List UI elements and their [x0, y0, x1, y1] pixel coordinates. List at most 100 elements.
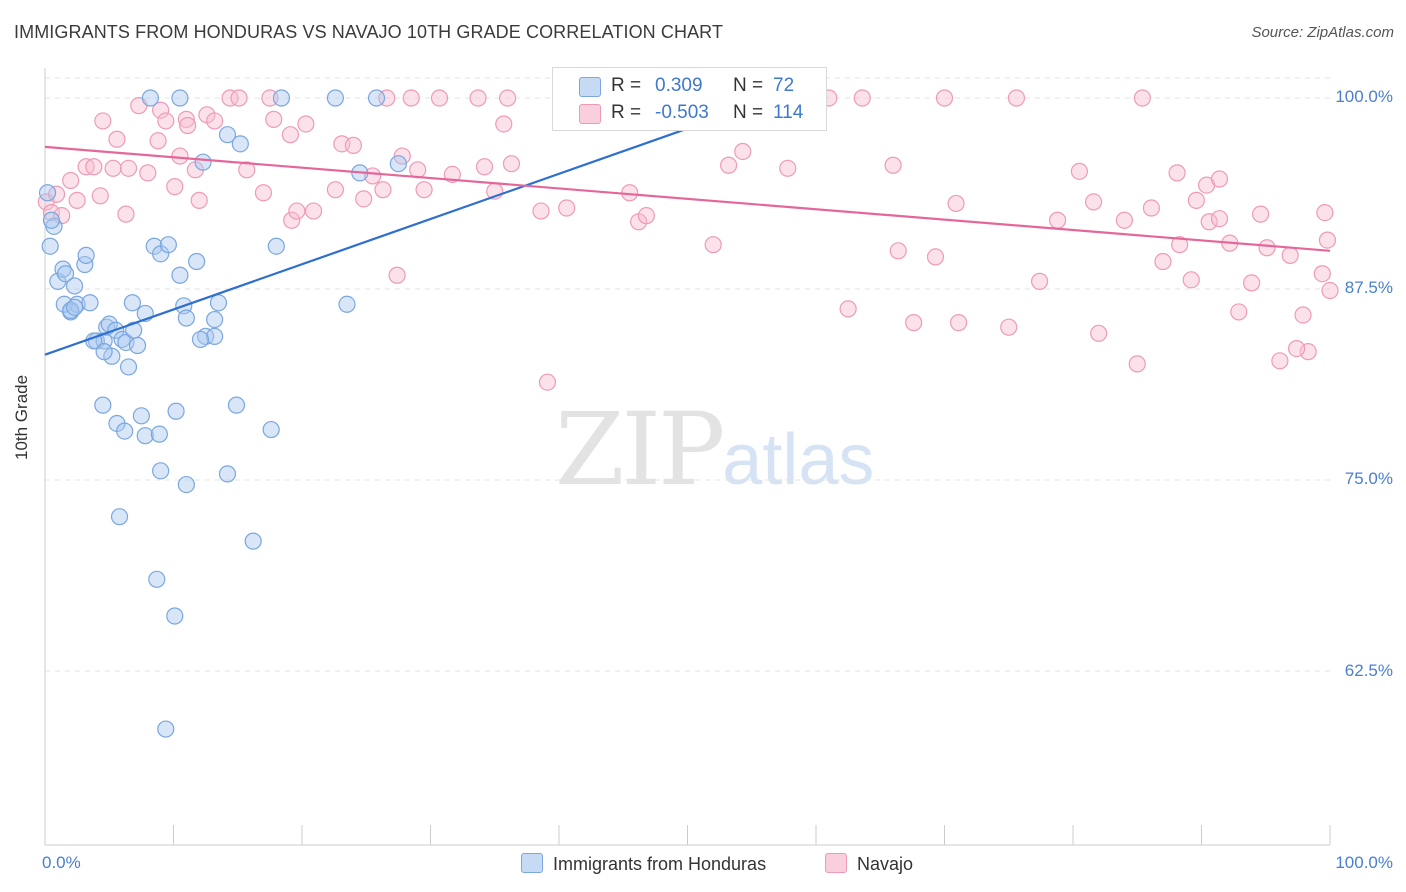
legend-swatch-pink	[825, 853, 847, 873]
scatter-point-honduras	[191, 330, 210, 349]
scatter-point-navajo	[1230, 303, 1248, 321]
legend-item-navajo[interactable]: Navajo	[825, 853, 913, 875]
scatter-point-honduras	[65, 298, 84, 316]
scatter-point-honduras	[206, 327, 224, 345]
scatter-point-navajo	[1084, 193, 1103, 211]
scatter-point-honduras	[116, 422, 134, 440]
scatter-point-navajo	[364, 167, 382, 185]
scatter-point-honduras	[65, 277, 84, 295]
scatter-point-navajo	[254, 184, 273, 202]
scatter-point-navajo	[734, 142, 752, 161]
scatter-point-navajo	[1210, 210, 1229, 228]
scatter-point-honduras	[209, 294, 228, 312]
scatter-point-navajo	[230, 89, 248, 107]
scatter-point-honduras	[41, 237, 59, 255]
scatter-point-navajo	[1243, 274, 1261, 292]
scatter-point-navajo	[502, 155, 521, 173]
scatter-point-navajo	[1258, 239, 1276, 257]
n-label: N =	[733, 75, 764, 96]
legend-swatch-blue	[521, 853, 543, 873]
scatter-point-navajo	[304, 202, 323, 220]
scatter-point-honduras	[123, 294, 141, 312]
scatter-point-navajo	[1187, 191, 1205, 209]
legend-label: Navajo	[857, 854, 914, 874]
scatter-point-honduras	[110, 508, 129, 526]
scatter-point-navajo	[839, 300, 857, 318]
scatter-point-navajo	[119, 159, 138, 177]
scatter-point-navajo	[1210, 170, 1229, 188]
scatter-point-navajo	[443, 165, 461, 183]
scatter-point-honduras	[136, 427, 154, 445]
scatter-point-navajo	[947, 194, 965, 213]
scatter-point-navajo	[905, 314, 923, 332]
scatter-point-navajo	[1133, 89, 1151, 107]
scatter-point-navajo	[238, 161, 256, 179]
watermark-sub: atlas	[722, 420, 875, 500]
x-tick-label: 100.0%	[1335, 853, 1393, 872]
scatter-point-honduras	[167, 402, 185, 420]
scatter-point-navajo	[149, 132, 167, 150]
scatter-point-navajo	[374, 181, 392, 199]
scatter-point-navajo	[1128, 355, 1146, 373]
scatter-point-honduras	[76, 255, 94, 274]
scatter-point-navajo	[950, 314, 968, 332]
scatter-point-honduras	[171, 266, 189, 284]
scatter-point-navajo	[1048, 211, 1067, 229]
scatter-point-navajo	[853, 89, 871, 107]
scatter-point-navajo	[91, 187, 109, 205]
source-label: Source: ZipAtlas.com	[1251, 24, 1394, 41]
scatter-point-navajo	[139, 164, 157, 182]
n-value: 72	[773, 75, 795, 96]
swatch-pink	[579, 104, 601, 124]
y-tick-label: 62.5%	[1344, 661, 1393, 680]
scatter-point-navajo	[415, 181, 433, 199]
scatter-point-navajo	[157, 112, 175, 130]
scatter-point-navajo	[935, 89, 954, 107]
r-label: R =	[611, 102, 642, 123]
scatter-point-honduras	[227, 396, 246, 414]
scatter-point-navajo	[499, 89, 517, 107]
scatter-point-honduras	[38, 184, 57, 202]
scatter-point-navajo	[1287, 339, 1306, 358]
r-value: -0.503	[655, 102, 709, 123]
scatter-point-honduras	[77, 246, 95, 264]
scatter-point-navajo	[926, 248, 945, 266]
scatter-point-navajo	[1007, 89, 1026, 107]
scatter-point-honduras	[55, 295, 73, 313]
scatter-point-navajo	[779, 159, 797, 177]
scatter-point-navajo	[265, 110, 283, 128]
scatter-point-navajo	[402, 89, 420, 107]
watermark: ZIPatlas	[555, 400, 874, 500]
scatter-point-navajo	[94, 112, 112, 130]
scatter-point-navajo	[344, 136, 362, 154]
scatter-point-navajo	[889, 242, 907, 260]
y-tick-label: 100.0%	[1335, 87, 1393, 106]
scatter-point-navajo	[409, 161, 427, 179]
scatter-point-honduras	[194, 153, 212, 171]
scatter-point-navajo	[558, 199, 576, 217]
scatter-point-honduras	[244, 532, 262, 550]
trend-line-honduras	[44, 127, 688, 356]
scatter-point-honduras	[148, 570, 166, 588]
scatter-point-honduras	[326, 89, 345, 107]
scatter-point-honduras	[54, 260, 72, 278]
scatter-point-navajo	[704, 236, 722, 254]
scatter-point-navajo	[1281, 246, 1299, 264]
scatter-point-navajo	[68, 191, 86, 209]
scatter-point-honduras	[218, 465, 237, 483]
y-tick-label: 87.5%	[1344, 278, 1393, 297]
scatter-point-navajo	[85, 158, 103, 176]
scatter-point-navajo	[1171, 236, 1189, 254]
scatter-point-navajo	[1090, 324, 1108, 342]
scatter-point-honduras	[197, 327, 215, 345]
legend-item-honduras[interactable]: Immigrants from Honduras	[521, 853, 766, 875]
stats-row-honduras: R = 0.309 N = 72	[553, 74, 826, 100]
scatter-point-navajo	[1182, 271, 1200, 289]
scatter-point-navajo	[104, 159, 122, 177]
scatter-point-honduras	[166, 607, 184, 625]
scatter-point-navajo	[288, 202, 306, 220]
scatter-point-honduras	[367, 89, 386, 107]
scatter-point-honduras	[152, 462, 170, 480]
legend-label: Immigrants from Honduras	[553, 854, 767, 874]
scatter-point-navajo	[430, 89, 449, 107]
